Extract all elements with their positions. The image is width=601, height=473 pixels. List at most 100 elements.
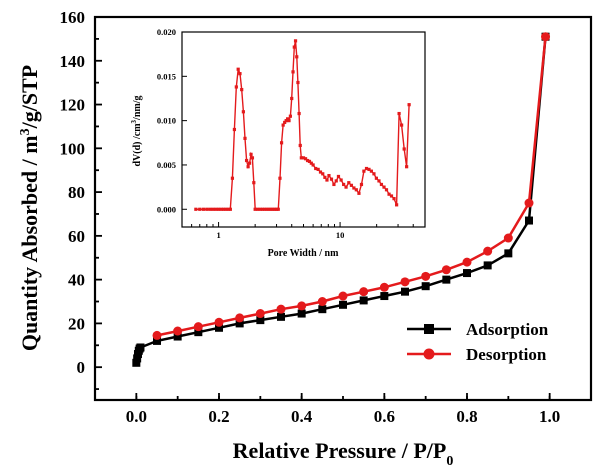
- x-tick-label: 0.6: [374, 407, 395, 426]
- point-desorption: [359, 287, 369, 297]
- inset-y-tick-label: 0.015: [157, 71, 176, 81]
- inset-point: [347, 181, 351, 185]
- inset-plot-frame: [181, 31, 426, 228]
- point-adsorption: [136, 343, 145, 352]
- inset-point: [230, 176, 235, 180]
- y-axis-label-sup: 3: [18, 128, 33, 135]
- point-adsorption: [297, 309, 306, 318]
- inset-point: [240, 88, 244, 92]
- y-tick-label: 120: [60, 96, 86, 115]
- inset-point: [252, 181, 256, 185]
- inset-point: [321, 172, 325, 176]
- inset-point: [232, 127, 237, 132]
- legend-label-desorption: Desorption: [466, 345, 547, 364]
- inset-point: [281, 123, 285, 127]
- inset-point: [357, 191, 361, 195]
- inset-point: [362, 169, 366, 173]
- inset-point: [334, 179, 338, 183]
- point-adsorption: [442, 275, 451, 284]
- inset-point: [377, 179, 381, 183]
- inset-point: [305, 158, 310, 163]
- point-adsorption: [359, 296, 368, 305]
- main-series-layer: [132, 32, 551, 367]
- inset-point: [246, 165, 250, 169]
- x-tick-label: 0.0: [126, 407, 147, 426]
- point-desorption: [193, 322, 203, 332]
- inset-point: [253, 207, 257, 211]
- inset-point: [296, 80, 300, 85]
- point-adsorption: [421, 282, 430, 291]
- point-desorption: [297, 301, 307, 311]
- inset-point: [311, 163, 315, 167]
- point-desorption: [255, 309, 265, 319]
- inset-point: [194, 207, 198, 211]
- inset-point: [389, 194, 394, 198]
- inset-y-axis-label-sup: 3: [130, 119, 138, 123]
- point-adsorption: [380, 292, 389, 301]
- legend-item-desorption: Desorption: [407, 345, 547, 364]
- inset-point: [369, 169, 373, 173]
- inset-point: [288, 114, 292, 118]
- inset-point: [226, 207, 230, 211]
- point-desorption: [441, 265, 451, 275]
- point-adsorption: [132, 358, 141, 367]
- y-tick-label: 60: [68, 227, 85, 246]
- inset-point: [256, 207, 260, 211]
- point-adsorption: [339, 300, 347, 309]
- inset-point: [364, 166, 369, 171]
- inset-point: [216, 207, 221, 211]
- main-plot: 0.0 0.2 0.4 0.6 0.8 1.0020406080100120140160 …: [17, 8, 593, 469]
- inset-point: [198, 207, 202, 211]
- inset-point: [265, 207, 269, 211]
- inset-point: [359, 182, 364, 187]
- inset-y-axis-label-tail: /nm/g: [132, 95, 143, 120]
- inset-point: [344, 185, 348, 189]
- inset-y-tick-label: 0.000: [157, 204, 176, 214]
- point-adsorption: [318, 305, 327, 314]
- point-desorption: [338, 291, 348, 301]
- inset-point: [276, 207, 280, 211]
- inset-point: [379, 182, 384, 187]
- inset-point: [278, 176, 282, 180]
- inset-point: [387, 192, 391, 196]
- point-adsorption: [153, 336, 161, 345]
- inset-point: [318, 170, 323, 174]
- inset-point: [400, 123, 404, 127]
- inset-y-tick-label: 0.020: [157, 27, 176, 37]
- inset-point: [290, 96, 294, 101]
- inset-point: [372, 172, 376, 176]
- inset-point: [405, 165, 409, 169]
- inset-point: [349, 183, 354, 187]
- inset-point: [241, 110, 245, 114]
- inset-point: [314, 166, 318, 171]
- point-desorption: [214, 317, 224, 327]
- inset-y-axis-label: dV(d) /cm3/nm/g: [130, 95, 143, 166]
- y-tick-label: 20: [68, 314, 85, 333]
- inset-point: [250, 156, 255, 160]
- point-adsorption: [463, 269, 471, 278]
- inset-point: [263, 207, 267, 211]
- inset-point: [374, 176, 378, 180]
- point-desorption: [173, 326, 183, 336]
- point-adsorption: [194, 328, 203, 337]
- point-desorption: [276, 304, 286, 314]
- inset-y-tick-label: 0.010: [157, 116, 176, 126]
- inset-axes: 1 10 0.000 0.005 0.010 0.015 0.020: [157, 27, 414, 240]
- inset-point: [201, 207, 205, 211]
- inset-point: [228, 207, 232, 211]
- x-tick-label: 0.4: [291, 407, 313, 426]
- inset-point: [286, 117, 290, 121]
- point-desorption: [503, 233, 513, 243]
- point-desorption: [524, 198, 534, 208]
- inset-point: [303, 157, 308, 161]
- inset-point: [205, 207, 209, 211]
- y-tick-label: 100: [60, 139, 86, 158]
- inset-point: [384, 188, 389, 192]
- x-tick-label: 0.2: [208, 407, 229, 426]
- inset-plot: 1 10 0.000 0.005 0.010 0.015 0.020 dV(d) /cm3/…: [130, 27, 426, 259]
- inset-point: [222, 207, 226, 211]
- legend-item-adsorption: Adsorption: [407, 320, 549, 339]
- inset-point: [342, 182, 346, 187]
- inset-point: [332, 182, 336, 187]
- inset-point: [236, 67, 240, 71]
